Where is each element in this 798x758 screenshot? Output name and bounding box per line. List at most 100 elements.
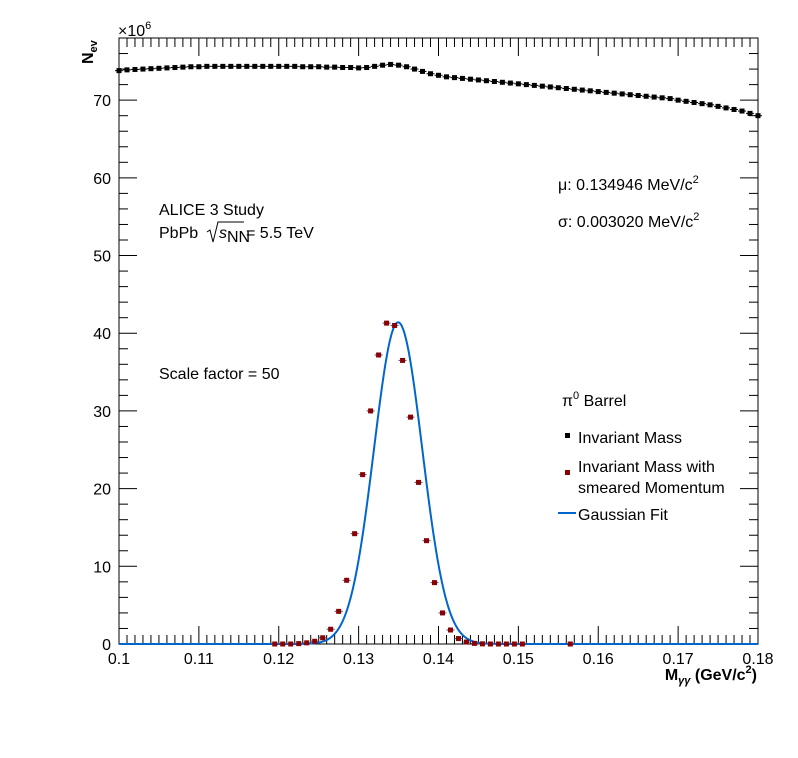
invariant-mass-point <box>356 65 362 71</box>
smeared-mass-point <box>463 639 469 645</box>
x-tick-label: 0.18 <box>742 651 773 668</box>
invariant-mass-point <box>523 82 529 88</box>
invariant-mass-point <box>380 62 386 68</box>
invariant-mass-point <box>404 64 410 70</box>
invariant-mass-point <box>539 83 545 89</box>
invariant-mass-point <box>332 64 338 70</box>
smeared-mass-point <box>304 640 310 646</box>
legend-entry-fit: Gaussian Fit <box>578 507 668 524</box>
legend-marker-smeared <box>565 470 570 475</box>
x-tick-label: 0.14 <box>423 651 454 668</box>
invariant-mass-point <box>140 66 146 72</box>
invariant-mass-point <box>388 61 394 67</box>
smeared-mass-point <box>296 641 302 647</box>
invariant-mass-point <box>116 68 122 74</box>
smeared-mass-point <box>495 641 501 647</box>
invariant-mass-point <box>188 64 194 70</box>
sigma-label: σ: 0.003020 MeV/c2 <box>558 211 699 231</box>
svg-text:NN: NN <box>227 229 250 246</box>
smeared-mass-point <box>416 479 422 485</box>
invariant-mass-point <box>459 75 465 81</box>
invariant-mass-point <box>451 75 457 81</box>
y-axis-title: Nev <box>80 39 100 64</box>
y-tick-label: 60 <box>93 171 111 188</box>
smeared-mass-point <box>336 608 342 614</box>
invariant-mass-point <box>587 88 593 94</box>
smeared-mass-point <box>400 357 406 363</box>
smeared-mass-point <box>567 641 573 647</box>
y-multiplier-label: ×106 <box>118 20 151 40</box>
smeared-mass-point <box>447 627 453 633</box>
invariant-mass-point <box>683 98 689 104</box>
smeared-mass-series <box>270 320 575 647</box>
invariant-mass-point <box>412 66 418 72</box>
invariant-mass-point <box>300 64 306 70</box>
invariant-mass-point <box>507 80 513 86</box>
smeared-mass-point <box>384 320 390 326</box>
invariant-mass-point <box>483 78 489 84</box>
legend-entry-invariant-mass: Invariant Mass <box>578 430 682 447</box>
invariant-mass-point <box>164 65 170 71</box>
y-tick-label: 0 <box>102 637 111 654</box>
legend-title: π0 Barrel <box>562 390 626 410</box>
invariant-mass-point <box>268 63 274 69</box>
smeared-mass-point <box>392 322 398 328</box>
x-tick-label: 0.17 <box>663 651 694 668</box>
invariant-mass-series <box>115 61 762 119</box>
smeared-mass-point <box>519 641 525 647</box>
invariant-mass-point <box>220 63 226 69</box>
smeared-mass-point <box>288 641 294 647</box>
smeared-mass-point <box>328 626 334 632</box>
x-tick-labels: 0.1 0.11 0.12 0.13 0.14 0.15 0.16 0.17 0.18 <box>108 651 774 668</box>
smeared-mass-point <box>320 635 326 641</box>
invariant-mass-point <box>364 65 370 71</box>
y-tick-label: 40 <box>93 326 111 343</box>
smeared-mass-point <box>432 580 438 586</box>
smeared-mass-point <box>344 577 350 583</box>
invariant-mass-point <box>348 65 354 71</box>
invariant-mass-point <box>555 85 561 91</box>
invariant-mass-point <box>699 101 705 107</box>
smeared-mass-point <box>503 641 509 647</box>
smeared-mass-point <box>272 641 278 647</box>
mu-label: μ: 0.134946 MeV/c2 <box>558 174 699 194</box>
invariant-mass-point <box>531 82 537 88</box>
invariant-mass-point <box>747 110 753 116</box>
invariant-mass-point <box>292 63 298 69</box>
smeared-mass-point <box>352 531 358 537</box>
invariant-mass-point <box>132 66 138 72</box>
invariant-mass-point <box>651 94 657 100</box>
invariant-mass-point <box>475 77 481 83</box>
svg-text:= 5.5 TeV: = 5.5 TeV <box>246 225 314 242</box>
legend-entry-smeared-line2: smeared Momentum <box>578 480 725 497</box>
smeared-mass-point <box>487 641 493 647</box>
invariant-mass-point <box>755 113 761 119</box>
smeared-mass-point <box>479 641 485 647</box>
scale-factor-label: Scale factor = 50 <box>159 366 280 383</box>
invariant-mass-point <box>635 92 641 98</box>
svg-text:s: s <box>219 225 227 242</box>
invariant-mass-point <box>196 64 202 70</box>
legend-marker-invariant-mass <box>565 433 570 438</box>
smeared-mass-point <box>455 636 461 642</box>
invariant-mass-point <box>148 66 154 72</box>
invariant-mass-point <box>675 97 681 103</box>
gaussian-fit-group <box>119 321 758 645</box>
smeared-mass-point <box>312 638 318 644</box>
invariant-mass-point <box>563 86 569 91</box>
invariant-mass-point <box>260 63 266 69</box>
smeared-mass-point <box>439 610 445 616</box>
svg-text:PbPb: PbPb <box>159 225 198 242</box>
invariant-mass-point <box>372 63 378 69</box>
system-energy-label: PbPb s NN = 5.5 TeV <box>159 221 314 246</box>
invariant-mass-point <box>691 99 697 105</box>
y-tick-label: 10 <box>93 559 111 576</box>
invariant-mass-point <box>715 103 721 109</box>
invariant-mass-point <box>340 65 346 71</box>
smeared-mass-point <box>424 538 430 544</box>
y-tick-label: 70 <box>93 93 111 110</box>
x-tick-label: 0.11 <box>184 651 214 668</box>
y-tick-labels: 0 10 20 30 40 50 60 70 <box>93 93 111 654</box>
y-tick-label: 50 <box>93 249 111 266</box>
